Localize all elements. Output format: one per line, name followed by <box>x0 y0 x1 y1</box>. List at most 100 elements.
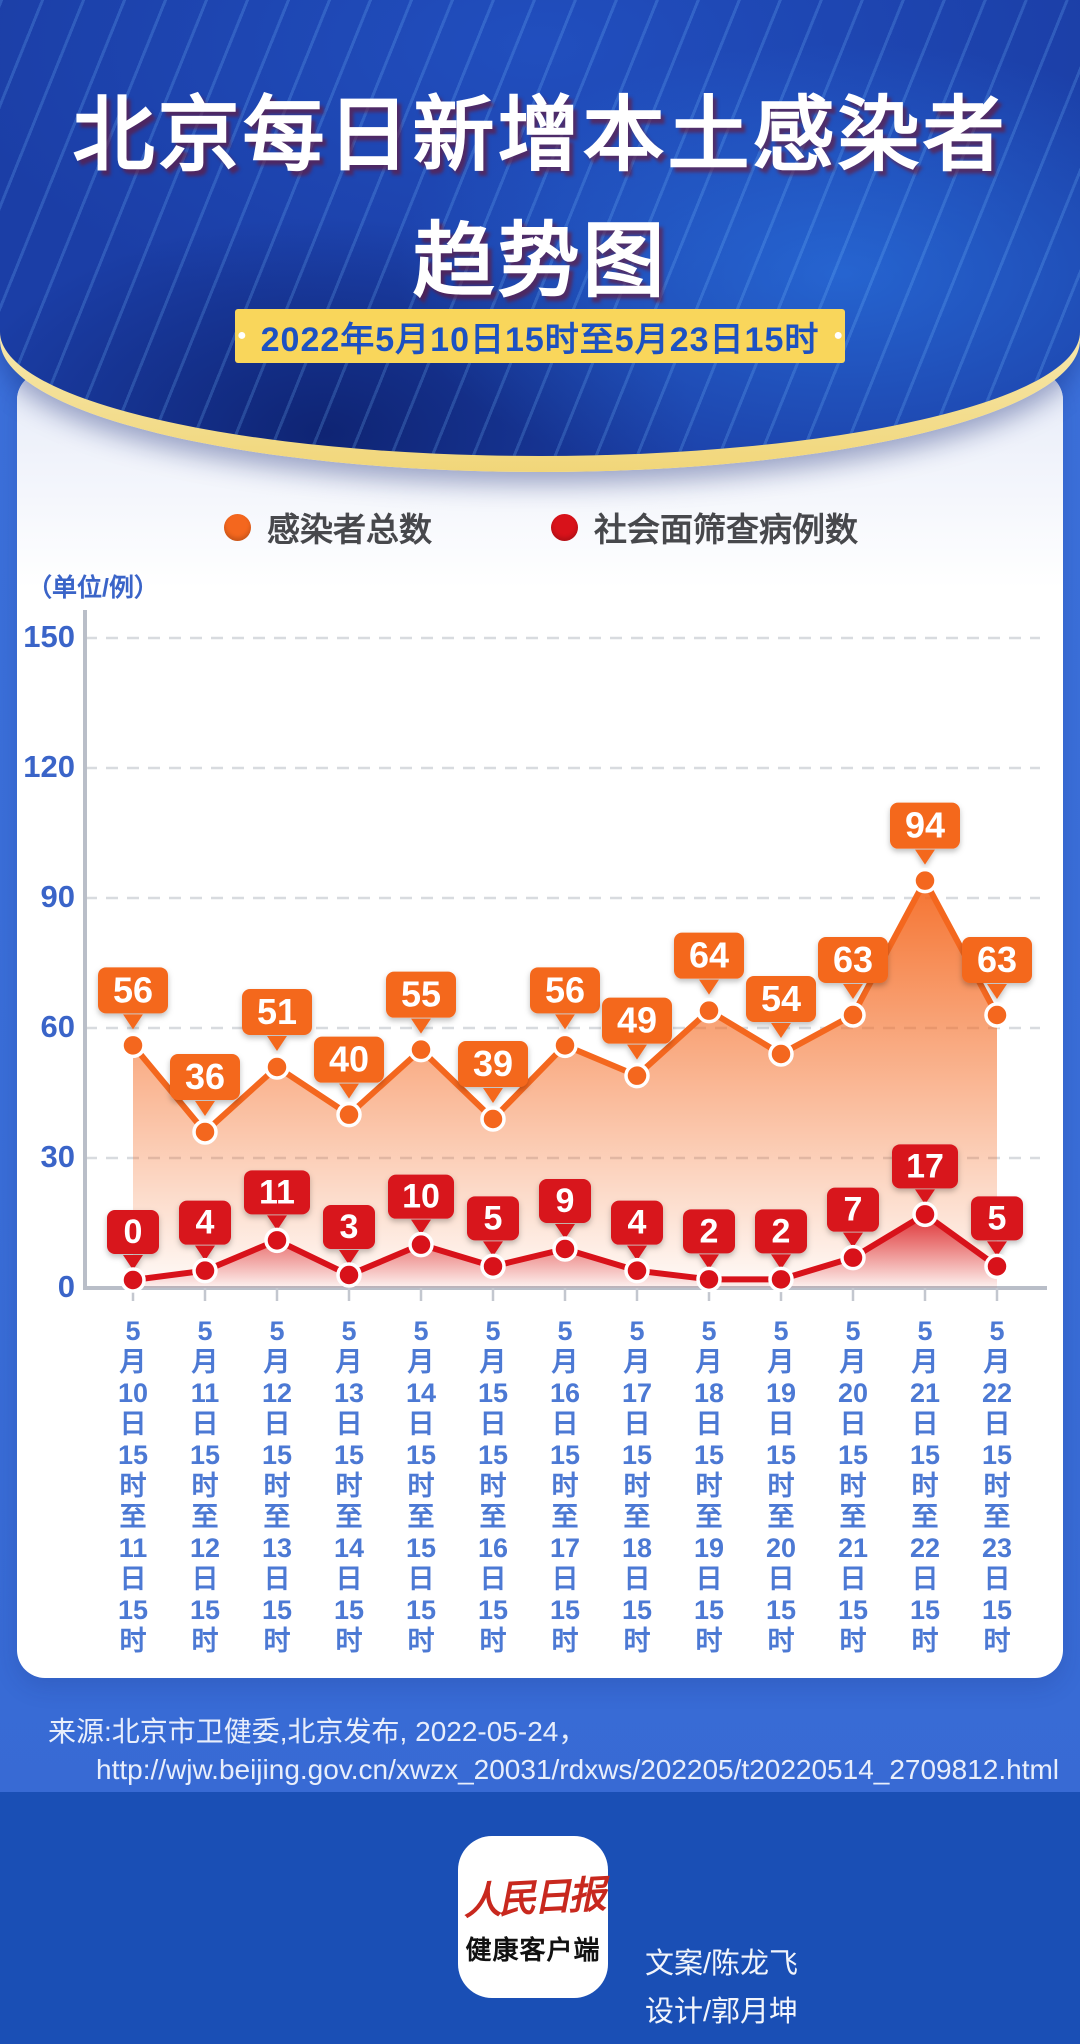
data-point-dot <box>912 867 938 894</box>
svg-text:40: 40 <box>329 1039 369 1080</box>
svg-text:56: 56 <box>545 969 585 1010</box>
value-tag: 40 <box>314 1036 384 1099</box>
value-tag: 94 <box>890 802 960 865</box>
period-badge-text: 2022年5月10日15时至5月23日15时 <box>260 320 820 359</box>
svg-text:51: 51 <box>257 991 297 1032</box>
svg-text:4: 4 <box>628 1204 647 1242</box>
svg-text:3: 3 <box>340 1208 359 1246</box>
svg-text:7: 7 <box>844 1191 863 1229</box>
value-tag: 10 <box>388 1174 454 1235</box>
value-tag: 4 <box>179 1200 231 1261</box>
svg-text:5: 5 <box>484 1199 503 1237</box>
data-point-dot <box>480 1253 506 1280</box>
value-tag: 2 <box>683 1209 735 1270</box>
y-tick-label: 90 <box>40 879 75 914</box>
svg-text:94: 94 <box>905 805 945 846</box>
value-tag: 39 <box>458 1041 528 1103</box>
data-point-dot <box>696 997 722 1024</box>
svg-text:64: 64 <box>689 935 729 976</box>
y-axis-unit-label: （单位/例） <box>27 574 159 602</box>
svg-text:2: 2 <box>772 1212 791 1250</box>
legend-item-community: 社会面筛查病例数 <box>551 507 858 548</box>
y-tick-label: 0 <box>57 1269 75 1304</box>
svg-text:11: 11 <box>259 1173 295 1211</box>
data-point-dot <box>336 1101 362 1128</box>
svg-text:0: 0 <box>124 1213 143 1251</box>
orange-dot-icon <box>224 513 251 541</box>
legend-label-total: 感染者总数 <box>267 511 432 548</box>
data-point-dot <box>264 1054 290 1080</box>
title-line-1: 北京每日新增本土感染者 <box>72 90 1008 181</box>
data-point-dot <box>984 1002 1010 1028</box>
value-tag: 51 <box>242 989 312 1051</box>
designer-credit: 设计/郭月坤 <box>645 1996 799 2028</box>
svg-text:56: 56 <box>113 969 153 1010</box>
svg-text:63: 63 <box>977 939 1017 980</box>
svg-text:5: 5 <box>988 1199 1007 1237</box>
value-tag: 56 <box>530 967 600 1030</box>
data-point-dot <box>840 1002 866 1028</box>
value-tag: 5 <box>467 1196 519 1257</box>
writer-credit: 文案/陈龙飞 <box>645 1948 799 1980</box>
page-title: 北京每日新增本土感染者 趋势图 <box>0 84 1080 314</box>
data-point-dot <box>912 1201 938 1228</box>
legend-item-total: 感染者总数 <box>224 507 432 548</box>
data-point-dot <box>696 1266 722 1293</box>
感染者总数-area <box>133 880 997 1288</box>
period-badge: ● 2022年5月10日15时至5月23日15时 ● <box>235 309 845 363</box>
svg-text:4: 4 <box>196 1204 215 1242</box>
svg-text:55: 55 <box>401 974 441 1015</box>
data-point-dot <box>264 1227 290 1254</box>
data-point-dot <box>192 1119 218 1145</box>
data-point-dot <box>624 1257 650 1284</box>
value-tag: 5 <box>971 1196 1023 1257</box>
source-url: http://wjw.beijing.gov.cn/xwzx_20031/rdx… <box>96 1754 1060 1785</box>
data-point-dot <box>552 1236 578 1262</box>
data-point-dot <box>768 1041 794 1067</box>
data-point-dot <box>192 1257 218 1284</box>
data-point-dot <box>984 1253 1010 1280</box>
y-tick-label: 30 <box>40 1139 75 1174</box>
svg-text:63: 63 <box>833 939 873 980</box>
data-point-dot <box>624 1062 650 1089</box>
value-tag: 17 <box>892 1144 958 1205</box>
value-tag: 36 <box>170 1054 240 1116</box>
data-point-dot <box>120 1267 146 1293</box>
value-tag: 3 <box>323 1205 375 1265</box>
svg-text:54: 54 <box>761 978 801 1019</box>
value-tag: 11 <box>244 1170 310 1231</box>
data-point-dot <box>408 1036 434 1063</box>
y-tick-label: 150 <box>23 619 75 654</box>
people-daily-health-logo: 人民日报 健康客户端 <box>458 1836 608 1998</box>
svg-text:17: 17 <box>906 1147 944 1185</box>
chart-card: 感染者总数 社会面筛查病例数 （单位/例） 56 36 51 40 55 39 56 49 64… <box>17 372 1063 1678</box>
data-point-dot <box>840 1244 866 1271</box>
logo-title: 人民日报 <box>462 1871 605 1924</box>
source-text: 来源:北京市卫健委,北京发布, 2022-05-24， <box>48 1716 587 1747</box>
badge-bullet-right-icon: ● <box>833 327 844 344</box>
value-tag: 54 <box>746 976 816 1038</box>
header-dome <box>0 0 1080 456</box>
value-tag: 4 <box>611 1200 663 1261</box>
value-tag: 7 <box>827 1187 879 1248</box>
value-tag: 63 <box>962 937 1032 999</box>
data-point-dot <box>336 1262 362 1288</box>
value-tag: 55 <box>386 971 456 1034</box>
value-tag: 56 <box>98 967 168 1030</box>
svg-text:2: 2 <box>700 1212 719 1250</box>
value-tag: 0 <box>107 1210 159 1270</box>
data-point-dot <box>120 1032 146 1059</box>
diagonal-stripes-texture <box>0 0 1080 456</box>
red-dot-icon <box>551 513 578 541</box>
value-tag: 64 <box>674 932 744 995</box>
y-tick-label: 60 <box>40 1009 75 1044</box>
value-tag: 2 <box>755 1209 807 1270</box>
svg-text:10: 10 <box>402 1178 440 1216</box>
data-point-dot <box>552 1032 578 1059</box>
y-tick-label: 120 <box>23 749 75 784</box>
title-line-2: 趋势图 <box>412 216 668 307</box>
data-point-dot <box>480 1106 506 1132</box>
svg-text:39: 39 <box>473 1043 513 1084</box>
